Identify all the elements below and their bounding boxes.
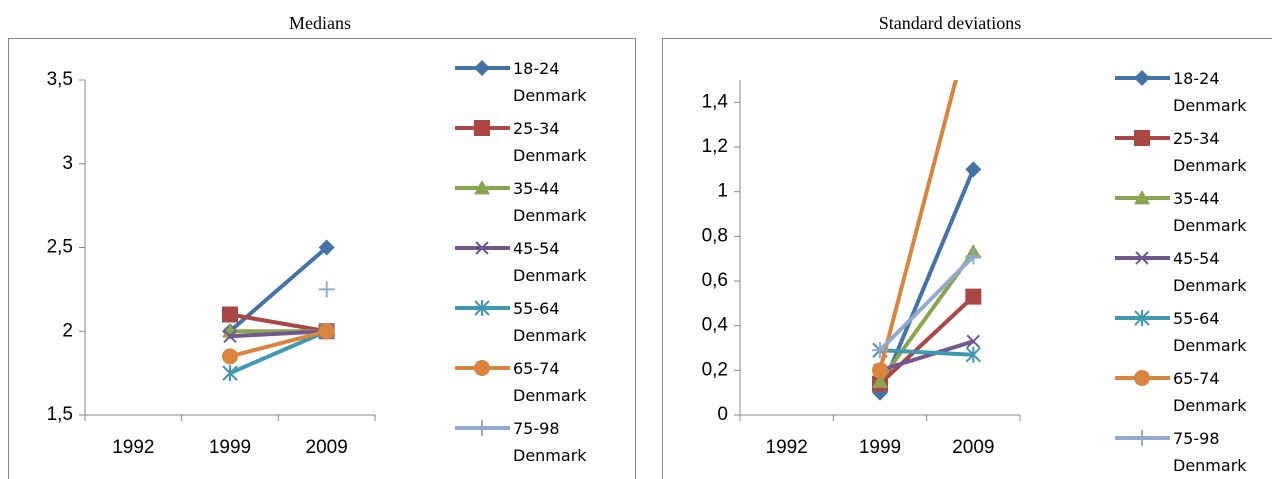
y-tick-label: 0,8: [702, 225, 728, 246]
series-line: [879, 348, 974, 357]
marker: [1134, 430, 1150, 446]
x-tick-label: 1999: [209, 437, 251, 458]
legend-label: 35-44 Denmark: [513, 179, 587, 225]
y-tick-label: 1,2: [702, 136, 728, 157]
legend-label: 25-34 Denmark: [1173, 129, 1247, 175]
legend-label: 18-24 Denmark: [513, 59, 587, 105]
marker: [965, 161, 982, 178]
marker: [872, 373, 888, 388]
panel-border: [662, 38, 1272, 479]
series-line: [229, 329, 328, 375]
marker: [1134, 310, 1150, 326]
y-tick-label: 1: [717, 181, 728, 202]
y-tick-label: 3,5: [47, 69, 73, 90]
series-line: [229, 312, 328, 334]
legend-label: 65-74 Denmark: [513, 359, 587, 405]
marker: [474, 120, 490, 136]
legend-label: 35-44 Denmark: [1173, 189, 1247, 235]
marker: [475, 241, 489, 255]
series-line: [878, 255, 975, 352]
marker: [1134, 130, 1150, 146]
marker: [318, 281, 335, 298]
legend-label: 18-24 Denmark: [1173, 69, 1247, 115]
y-tick-label: 2,5: [47, 237, 73, 258]
marker: [474, 420, 490, 436]
x-tick-label: 2009: [952, 437, 994, 458]
panel-border: [8, 38, 636, 479]
chart-title: Medians: [289, 13, 351, 33]
marker: [222, 323, 238, 338]
marker: [1134, 370, 1150, 386]
y-tick-label: 3: [62, 153, 73, 174]
legend-label: 45-54 Denmark: [513, 239, 587, 285]
marker: [222, 365, 238, 382]
marker: [318, 239, 335, 256]
marker: [965, 248, 982, 265]
y-tick-label: 1,4: [702, 91, 729, 112]
plot: [222, 239, 335, 382]
legend-label: 55-64 Denmark: [513, 299, 587, 345]
y-tick-label: 0,4: [702, 315, 729, 336]
marker: [474, 300, 490, 316]
legend-label: 55-64 Denmark: [1173, 309, 1247, 355]
series-line: [878, 295, 975, 386]
y-tick-label: 0,2: [702, 359, 728, 380]
marker: [474, 360, 490, 376]
marker: [318, 323, 335, 340]
y-tick-label: 0,6: [702, 270, 728, 291]
marker: [474, 180, 490, 195]
x-tick-label: 1999: [859, 437, 901, 458]
marker: [872, 362, 888, 379]
marker: [1134, 190, 1150, 205]
legend-label: 45-54 Denmark: [1173, 249, 1247, 295]
y-tick-label: 1,5: [47, 404, 73, 425]
legend-label: 75-98 Denmark: [1173, 429, 1247, 475]
marker: [222, 306, 238, 323]
x-tick-label: 1992: [112, 437, 154, 458]
legend-label: 65-74 Denmark: [1173, 369, 1247, 415]
chart-title: Standard deviations: [879, 13, 1021, 33]
marker: [965, 288, 982, 305]
y-tick-label: 2: [62, 320, 73, 341]
x-tick-label: 1992: [766, 437, 808, 458]
marker: [966, 334, 981, 349]
plot: [872, 80, 982, 401]
series-line: [229, 329, 327, 339]
marker: [1135, 251, 1149, 265]
marker: [965, 346, 982, 363]
marker: [474, 60, 490, 76]
series-line: [878, 168, 976, 394]
marker: [223, 329, 237, 343]
legend-label: 75-98 Denmark: [513, 419, 587, 465]
series-line: [879, 339, 974, 373]
marker: [872, 342, 888, 359]
x-tick-label: 2009: [306, 437, 348, 458]
series-line: [878, 80, 958, 371]
y-tick-label: 0: [717, 404, 728, 425]
marker: [222, 348, 238, 365]
marker: [1134, 70, 1150, 86]
series-line: [229, 329, 328, 359]
legend-label: 25-34 Denmark: [513, 119, 587, 165]
